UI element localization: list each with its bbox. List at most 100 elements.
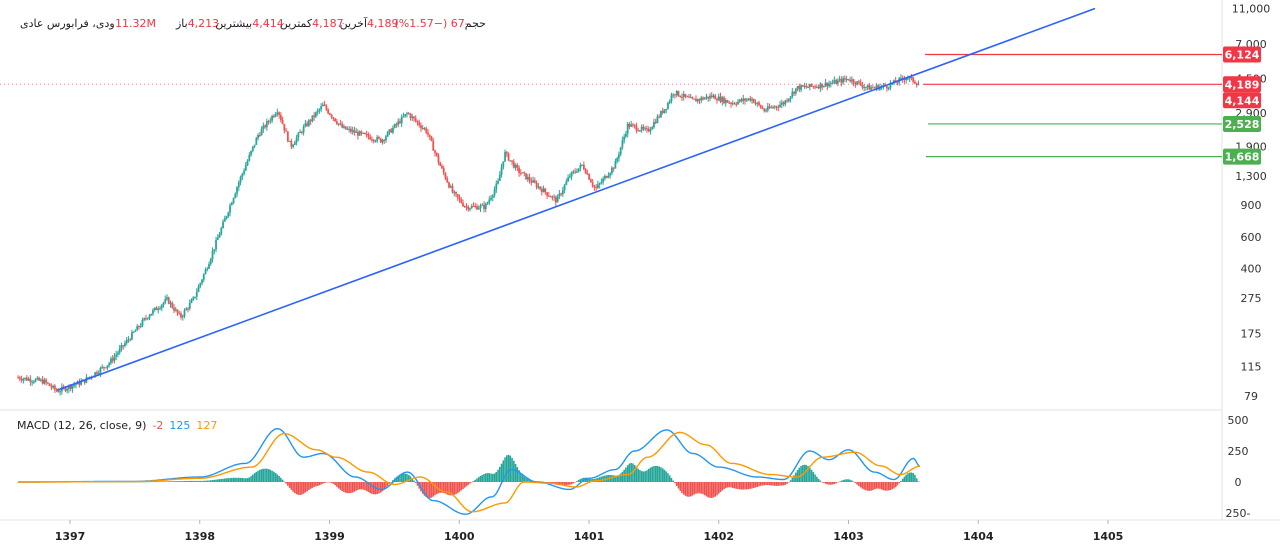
candle-body [139, 325, 142, 328]
macd-hist-bar [262, 468, 265, 482]
macd-hist-bar [488, 473, 491, 482]
candle-body [442, 168, 445, 174]
macd-hist-bar [407, 474, 410, 482]
candle-body [264, 125, 266, 128]
candle-body [882, 84, 885, 87]
macd-hist-bar [155, 481, 158, 483]
candle-body [724, 100, 727, 104]
candle-body [453, 191, 456, 193]
candle-body [840, 79, 843, 83]
candle-body [362, 132, 365, 134]
macd-hist-bar [358, 482, 361, 490]
macd-hist-bar [562, 482, 564, 486]
macd-hist-bar [432, 482, 435, 497]
candle-body [87, 377, 90, 379]
candle-body [171, 302, 174, 308]
candle-body [723, 97, 725, 104]
candle-body [136, 326, 139, 331]
macd-line [18, 427, 921, 515]
macd-hist-bar [742, 482, 745, 490]
macd-tick-label: 250- [1226, 507, 1251, 520]
macd-hist-bar [460, 482, 463, 491]
macd-hist-bar [283, 481, 286, 483]
candle-body [609, 173, 612, 176]
candle-body [577, 168, 580, 172]
macd-hist-bar [817, 478, 820, 482]
candle-body [505, 151, 508, 154]
macd-hist-bar [828, 482, 830, 485]
candle-body [434, 150, 436, 153]
macd-hist-bar [765, 482, 767, 486]
macd-hist-bar [775, 482, 778, 486]
macd-hist-bar [253, 473, 256, 482]
candle-body [353, 130, 356, 133]
candle-body [376, 137, 379, 141]
macd-hist-bar [470, 482, 473, 483]
macd-hist-bar [430, 482, 433, 498]
macd-hist-bar [747, 482, 750, 490]
macd-hist-bar [246, 478, 249, 482]
candle-body [521, 172, 524, 174]
macd-hist-bar [523, 476, 526, 482]
candle-body [658, 116, 661, 118]
candle-body [791, 91, 794, 97]
candle-body [69, 385, 72, 389]
macd-hist-bar [565, 482, 568, 486]
candle-body [36, 377, 39, 380]
macd-hist-bar [413, 480, 415, 482]
candle-body [134, 330, 137, 332]
candle-body [824, 82, 827, 86]
candle-body [313, 115, 316, 117]
macd-axis: 500 250 0 250- [1226, 414, 1251, 520]
candle-body [640, 126, 643, 131]
macd-hist-bar [749, 482, 752, 489]
candle-body [314, 112, 317, 117]
candle-body [747, 98, 750, 100]
candle-body [29, 378, 32, 382]
macd-hist-bar [756, 482, 759, 487]
ohlc-legend: 11.32M حجم-67 (−1.57%)4,189آخرین4,187کمتر… [115, 16, 486, 30]
macd-hist-bar [150, 481, 153, 483]
candle-body [20, 379, 23, 381]
candle-body [181, 316, 184, 318]
candle-body [686, 96, 689, 98]
macd-hist-bar [220, 478, 223, 482]
candle-body [106, 365, 109, 368]
candle-body [779, 104, 781, 108]
candle-body [131, 332, 133, 340]
candle-body [808, 83, 811, 88]
candle-body [751, 99, 753, 101]
candle-body [350, 128, 352, 132]
candle-body [146, 318, 149, 320]
candle-body [516, 164, 519, 168]
candle-body [660, 111, 662, 117]
candle-body [307, 120, 310, 126]
candle-body [532, 180, 534, 183]
candle-body [227, 212, 230, 217]
candle-body [174, 309, 177, 311]
macd-hist-bar [590, 478, 592, 482]
candle-body [581, 164, 584, 166]
candle-body [584, 169, 587, 174]
macd-hist-bar [257, 470, 259, 482]
macd-hist-bar [703, 482, 706, 496]
macd-hist-bar [248, 477, 251, 482]
macd-hist-bar [285, 482, 287, 484]
macd-hist-bar [337, 482, 340, 489]
macd-hist-bar [798, 467, 801, 482]
macd-hist-bar [819, 480, 822, 482]
candle-body [565, 181, 568, 185]
candle-body [255, 138, 258, 145]
macd-hist-bar [344, 482, 347, 493]
macd-hist-bar [663, 469, 666, 482]
macd-hist-bar [367, 482, 370, 493]
candle-body [763, 108, 766, 112]
candle-body [600, 182, 603, 184]
candle-body [656, 116, 659, 123]
candle-body [211, 251, 214, 259]
candle-body [334, 118, 337, 122]
macd-hist-bar [623, 469, 625, 482]
macd-hist-bar [660, 467, 662, 482]
candle-body [269, 120, 272, 122]
